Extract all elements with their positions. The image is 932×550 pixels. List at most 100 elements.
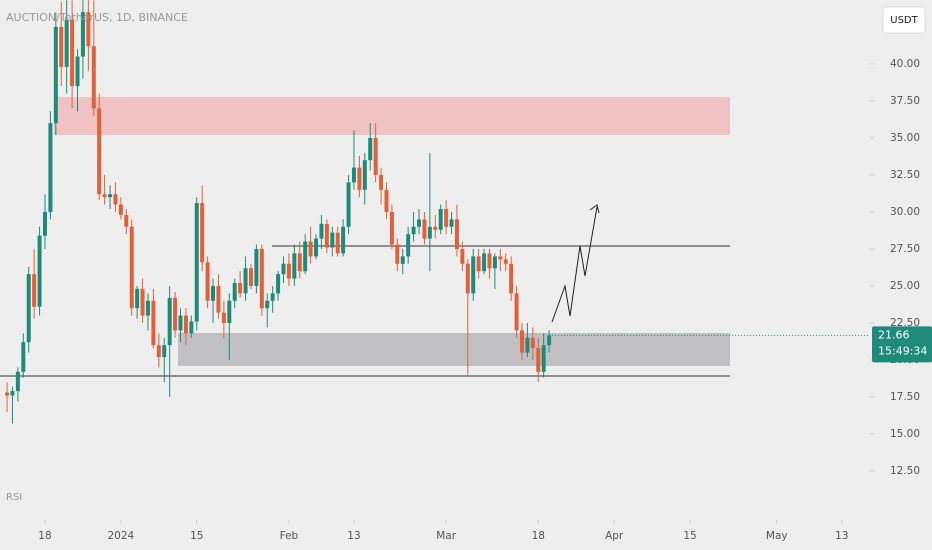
x-tick-label: Mar <box>436 530 456 542</box>
candle-body <box>276 274 281 294</box>
candle-body <box>357 167 362 190</box>
candle-body <box>259 248 264 309</box>
candle-body <box>384 189 389 212</box>
candle-body <box>498 256 503 260</box>
candle-body <box>21 342 26 372</box>
candle-body <box>400 256 405 264</box>
last-price-label: 21.66 <box>878 328 910 341</box>
countdown-label: 15:49:34 <box>878 344 927 357</box>
candle-body <box>292 253 297 279</box>
candle-body <box>335 232 340 254</box>
y-tick-label: 22.50 <box>890 317 920 329</box>
candle-body <box>221 312 226 323</box>
candle-body <box>503 259 508 264</box>
candle-body <box>32 274 37 307</box>
candle-body <box>5 392 10 396</box>
candle-body <box>471 256 476 294</box>
candle-body <box>118 204 123 215</box>
candle-body <box>167 297 172 346</box>
candle-body <box>281 263 286 275</box>
y-tick-label: 35.00 <box>890 132 920 144</box>
candle-body <box>368 137 373 161</box>
candle-body <box>362 160 367 190</box>
candle-body <box>124 214 129 227</box>
x-tick-label: Feb <box>280 530 299 542</box>
candle-body <box>48 123 53 212</box>
candle-body <box>129 226 134 309</box>
candle-body <box>102 194 107 198</box>
y-tick-label: 32.50 <box>890 169 920 181</box>
candle-body <box>243 268 248 294</box>
candle-body <box>178 315 183 331</box>
candle-body <box>10 391 15 396</box>
candle-body <box>151 300 156 346</box>
x-tick-label: May <box>766 530 788 542</box>
candle-body <box>64 19 69 67</box>
candle-body <box>454 219 459 249</box>
candle-body <box>140 288 145 316</box>
candle-body <box>536 348 541 372</box>
chart-title: AUCTION/TetherUS, 1D, BINANCE <box>6 11 188 24</box>
candle-body <box>37 235 42 307</box>
candle-body <box>80 12 85 57</box>
candle-body <box>525 337 530 353</box>
candle-body <box>135 288 140 309</box>
candle-body <box>53 26 58 124</box>
x-tick-label: 15 <box>683 530 696 542</box>
y-tick-label: 12.50 <box>890 465 920 477</box>
candle-body <box>514 293 519 331</box>
candle-body <box>433 226 438 230</box>
candle-body <box>444 209 449 227</box>
candle-body <box>351 167 356 183</box>
candle-body <box>232 283 237 301</box>
candle-body <box>211 285 216 301</box>
candle-body <box>449 219 454 227</box>
candle-body <box>476 256 481 272</box>
candle-body <box>42 211 47 236</box>
candle-body <box>324 223 329 248</box>
candle-body <box>70 19 75 87</box>
candle-body <box>330 232 335 248</box>
candle-body <box>194 203 199 322</box>
x-tick-label: 13 <box>347 530 360 542</box>
y-tick-label: 40.00 <box>890 58 920 70</box>
candle-body <box>482 253 487 272</box>
candle-body <box>417 219 422 227</box>
y-tick-label: 37.50 <box>890 95 920 107</box>
candle-body <box>379 174 384 190</box>
demand-zone <box>178 333 730 366</box>
candle-body <box>86 12 91 47</box>
last-price-box <box>872 326 932 363</box>
candle-body <box>341 226 346 254</box>
candle-body <box>520 330 524 353</box>
candle-body <box>200 203 205 263</box>
candle-body <box>97 108 102 195</box>
y-tick-label: 15.00 <box>890 428 920 440</box>
candle-body <box>314 238 319 257</box>
candle-body <box>286 263 291 279</box>
candle-body <box>113 194 118 205</box>
x-tick-label: 18 <box>38 530 51 542</box>
candle-body <box>189 321 194 334</box>
x-tick-label: 15 <box>190 530 203 542</box>
candle-body <box>75 56 80 87</box>
candle-body <box>303 241 308 272</box>
candle-body <box>173 297 178 331</box>
candle-body <box>205 262 210 301</box>
currency-label[interactable]: USDT <box>890 15 918 26</box>
currency-button[interactable] <box>882 6 926 34</box>
candle-body <box>59 26 64 67</box>
candle-body <box>308 241 313 257</box>
candle-body <box>145 300 150 316</box>
projection-path <box>551 206 598 323</box>
candle-body <box>227 300 232 323</box>
x-tick-label: Apr <box>605 530 624 542</box>
candle-body <box>395 244 400 264</box>
candle-body <box>541 345 546 372</box>
candle-body <box>248 268 253 286</box>
candle-body <box>465 263 470 294</box>
candle-body <box>427 226 432 239</box>
y-tick-label: 17.50 <box>890 391 920 403</box>
candle-body <box>411 226 416 235</box>
